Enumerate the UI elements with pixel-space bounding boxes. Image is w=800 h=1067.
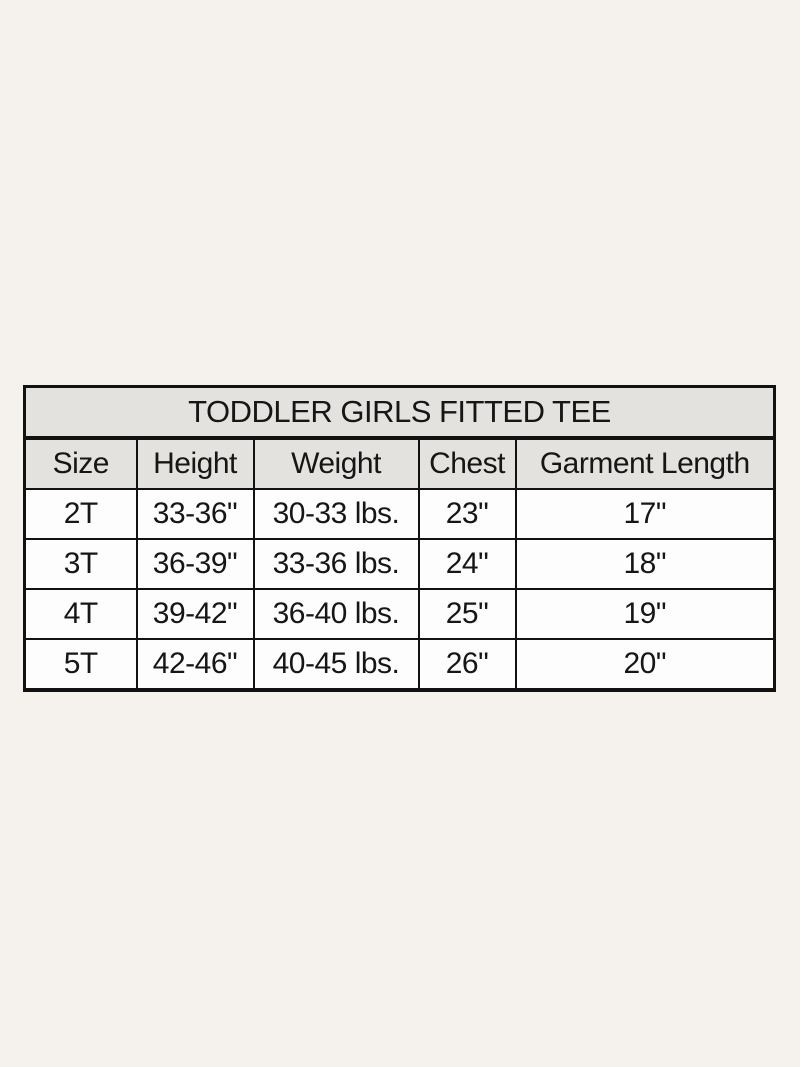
cell-size: 3T (23, 538, 138, 590)
cell-chest: 26" (417, 638, 517, 691)
column-header-garment-length: Garment Length (514, 437, 776, 490)
column-header-weight: Weight (252, 437, 420, 490)
cell-weight: 36-40 lbs. (252, 588, 420, 640)
cell-garment-length: 20" (514, 638, 776, 691)
cell-garment-length: 19" (514, 588, 776, 640)
cell-size: 2T (23, 488, 138, 540)
cell-size: 4T (23, 588, 138, 640)
column-header-height: Height (135, 437, 255, 490)
title-row: TODDLER GIRLS FITTED TEE (23, 385, 776, 440)
cell-height: 33-36" (135, 488, 255, 540)
column-header-row: Size Height Weight Chest Garment Length (23, 437, 776, 490)
column-header-chest: Chest (417, 437, 517, 490)
size-chart: TODDLER GIRLS FITTED TEE Size Height Wei… (23, 385, 776, 692)
table-row-4t: 4T 39-42" 36-40 lbs. 25" 19" (23, 588, 776, 640)
cell-weight: 30-33 lbs. (252, 488, 420, 540)
cell-chest: 23" (417, 488, 517, 540)
cell-chest: 24" (417, 538, 517, 590)
table-row-3t: 3T 36-39" 33-36 lbs. 24" 18" (23, 538, 776, 590)
table-row-2t: 2T 33-36" 30-33 lbs. 23" 17" (23, 488, 776, 540)
cell-height: 42-46" (135, 638, 255, 691)
size-chart-title: TODDLER GIRLS FITTED TEE (23, 385, 776, 440)
column-header-size: Size (23, 437, 138, 490)
cell-garment-length: 18" (514, 538, 776, 590)
cell-height: 36-39" (135, 538, 255, 590)
cell-chest: 25" (417, 588, 517, 640)
cell-garment-length: 17" (514, 488, 776, 540)
cell-weight: 40-45 lbs. (252, 638, 420, 691)
cell-size: 5T (23, 638, 138, 691)
cell-weight: 33-36 lbs. (252, 538, 420, 590)
size-chart-table: TODDLER GIRLS FITTED TEE Size Height Wei… (23, 385, 776, 692)
cell-height: 39-42" (135, 588, 255, 640)
table-row-5t: 5T 42-46" 40-45 lbs. 26" 20" (23, 638, 776, 691)
